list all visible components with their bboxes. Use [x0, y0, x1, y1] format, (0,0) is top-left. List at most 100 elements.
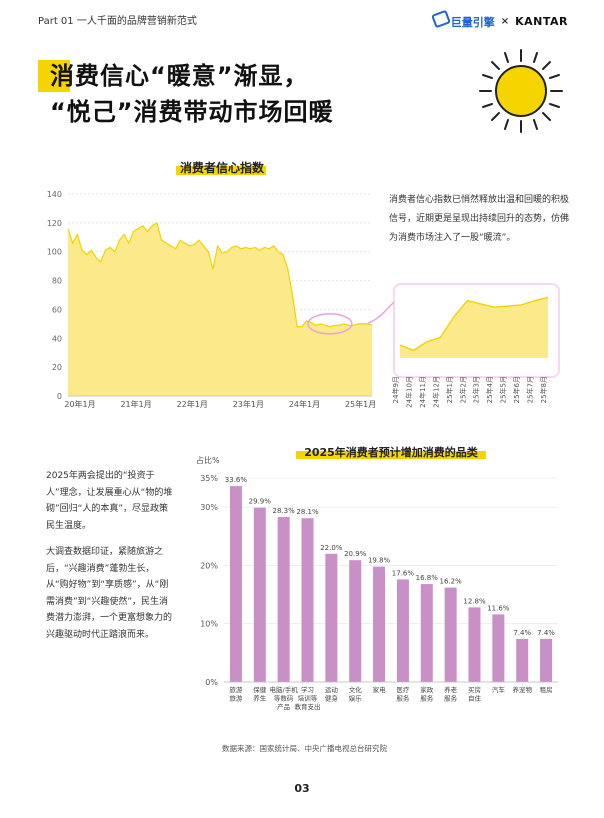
category-label: 电脑/手机: [270, 685, 299, 694]
category-label: 健身: [325, 694, 339, 703]
zoom-x-label: 25年2月: [458, 376, 467, 403]
chart2-title-highlight: [296, 451, 486, 459]
chart1-title-highlight: [176, 166, 266, 175]
page-title-line2: “悦己”消费带动市场回暖: [50, 98, 334, 126]
bar: [396, 579, 409, 682]
x-tick-label: 23年1月: [233, 399, 264, 409]
y-tick-label: 100: [47, 248, 62, 257]
zoom-connector: [367, 301, 395, 324]
y-tick-label: 0%: [205, 678, 218, 687]
bar: [373, 566, 386, 682]
y-tick-label: 30%: [200, 503, 218, 512]
category-label: 旅游: [229, 685, 243, 694]
category-label: 产品: [277, 702, 290, 711]
data-source: 数据来源：国家统计局、中央广播电视总台研究院: [222, 744, 387, 753]
y-axis-title: 占比%: [196, 455, 220, 465]
category-label: 旅游: [229, 694, 243, 703]
chart2-title: 2025年消费者预计增加消费的品类: [304, 446, 478, 459]
zoom-x-label: 24年10月: [404, 376, 413, 408]
category-label: 租房: [540, 685, 553, 694]
bar: [540, 638, 553, 682]
bar: [420, 584, 433, 682]
category-label: 等数码: [274, 694, 294, 703]
bar: [229, 486, 242, 682]
y-tick-label: 20%: [200, 561, 218, 570]
oceanengine-logo-icon: [430, 9, 451, 29]
bar-value-label: 12.8%: [463, 597, 486, 605]
side-paragraph: 大调查数据印证，紧随旅游之后，“兴趣消费”蓬勃生长，从“购好物”到“享质感”，从…: [46, 547, 173, 640]
y-tick-label: 10%: [200, 620, 218, 629]
side-paragraph: 2025年两会提出的“投资于人”理念，让发展重心从“物的堆砌”回归“人的本真”，…: [46, 471, 173, 531]
category-label: 家电: [373, 685, 387, 694]
zoom-x-label: 25年4月: [485, 376, 494, 403]
page-title: 消费信心“暖意”渐显， “悦己”消费带动市场回暖: [50, 58, 334, 130]
page-number: 03: [294, 782, 310, 795]
bar-value-label: 16.2%: [440, 578, 463, 586]
zoom-x-label: 25年7月: [526, 376, 535, 403]
category-label: 文化: [349, 685, 363, 694]
category-label: 娱乐: [349, 694, 363, 703]
category-label: 汽车: [492, 685, 506, 694]
x-tick-label: 22年1月: [177, 399, 208, 409]
category-label: 家政: [420, 685, 434, 694]
partner-logos: 巨量引擎 × KANTAR: [430, 9, 568, 30]
bar-value-label: 28.1%: [296, 508, 319, 516]
chart1-title: 消费者信心指数: [179, 161, 264, 175]
category-label: 培训等: [298, 694, 318, 703]
bar: [301, 518, 314, 682]
x-tick-label: 21年1月: [120, 399, 151, 409]
zoom-x-label: 24年11月: [418, 376, 427, 408]
y-tick-label: 140: [47, 190, 62, 199]
bar-value-label: 29.9%: [249, 498, 272, 506]
category-label: 运动: [325, 686, 339, 694]
y-tick-label: 35%: [200, 474, 218, 483]
logo-separator: ×: [500, 15, 510, 27]
bar: [468, 607, 481, 682]
zoom-x-label: 25年3月: [472, 376, 481, 403]
kantar-logo: KANTAR: [515, 14, 568, 28]
zoom-x-label: 24年12月: [431, 376, 440, 408]
y-tick-label: 80: [52, 277, 62, 286]
x-tick-label: 25年1月: [345, 399, 376, 409]
side-commentary: 2025年两会提出的“投资于人”理念，让发展重心从“物的堆砌”回归“人的本真”，…: [46, 468, 176, 653]
confidence-index-chart: 0 20 40 60 80 100 120 140 20年1月 21年1月 22年1月 23年1月 24…: [47, 190, 377, 409]
chart1-description: 消费者信心指数已悄然释放出温和回暖的积极信号，近期更是呈现出持续回升的态势，仿佛…: [389, 195, 570, 243]
x-tick-label: 20年1月: [64, 399, 95, 409]
zoom-x-label: 24年9月: [391, 376, 400, 403]
bar-value-label: 22.0%: [320, 544, 343, 552]
zoom-x-label: 25年5月: [499, 376, 508, 403]
bar-value-label: 19.8%: [368, 557, 391, 565]
category-label: 保健: [253, 685, 267, 694]
y-tick-label: 20: [52, 363, 62, 372]
category-label: 养老: [444, 685, 458, 694]
sun-icon: [479, 49, 563, 133]
confidence-line: [67, 221, 373, 328]
bar-value-label: 17.6%: [392, 569, 415, 577]
category-label: 学习: [301, 685, 314, 694]
bar: [444, 587, 457, 682]
bar-value-label: 28.3%: [273, 507, 296, 515]
category-label: 养宠物: [512, 685, 532, 694]
title-accent-block: [38, 60, 70, 92]
bar-value-label: 33.6%: [225, 476, 248, 484]
highlight-circle: [307, 313, 353, 335]
bar: [253, 507, 266, 682]
y-tick-label: 40: [52, 334, 62, 343]
bar: [325, 553, 338, 682]
zoom-x-label: 25年6月: [512, 376, 521, 403]
bar: [492, 614, 505, 682]
category-label: 服务: [420, 694, 434, 703]
zoom-x-label: 25年1月: [445, 376, 454, 403]
category-label: 医疗: [396, 685, 410, 694]
y-tick-label: 60: [52, 305, 62, 314]
zoom-inset-chart: 24年9月 24年10月 24年11月 24年12月 25年1月 25年2月 25年3月 25…: [391, 296, 549, 408]
oceanengine-logo-text: 巨量引擎: [450, 16, 495, 29]
category-label: 自住: [468, 694, 482, 703]
category-label: 买房: [468, 685, 481, 694]
section-header: Part 01 一人千面的品牌营销新范式: [38, 16, 197, 27]
oceanengine-logo: 巨量引擎: [430, 9, 495, 30]
bar: [277, 517, 290, 682]
x-tick-label: 24年1月: [289, 399, 320, 409]
y-tick-label: 0: [57, 392, 62, 401]
